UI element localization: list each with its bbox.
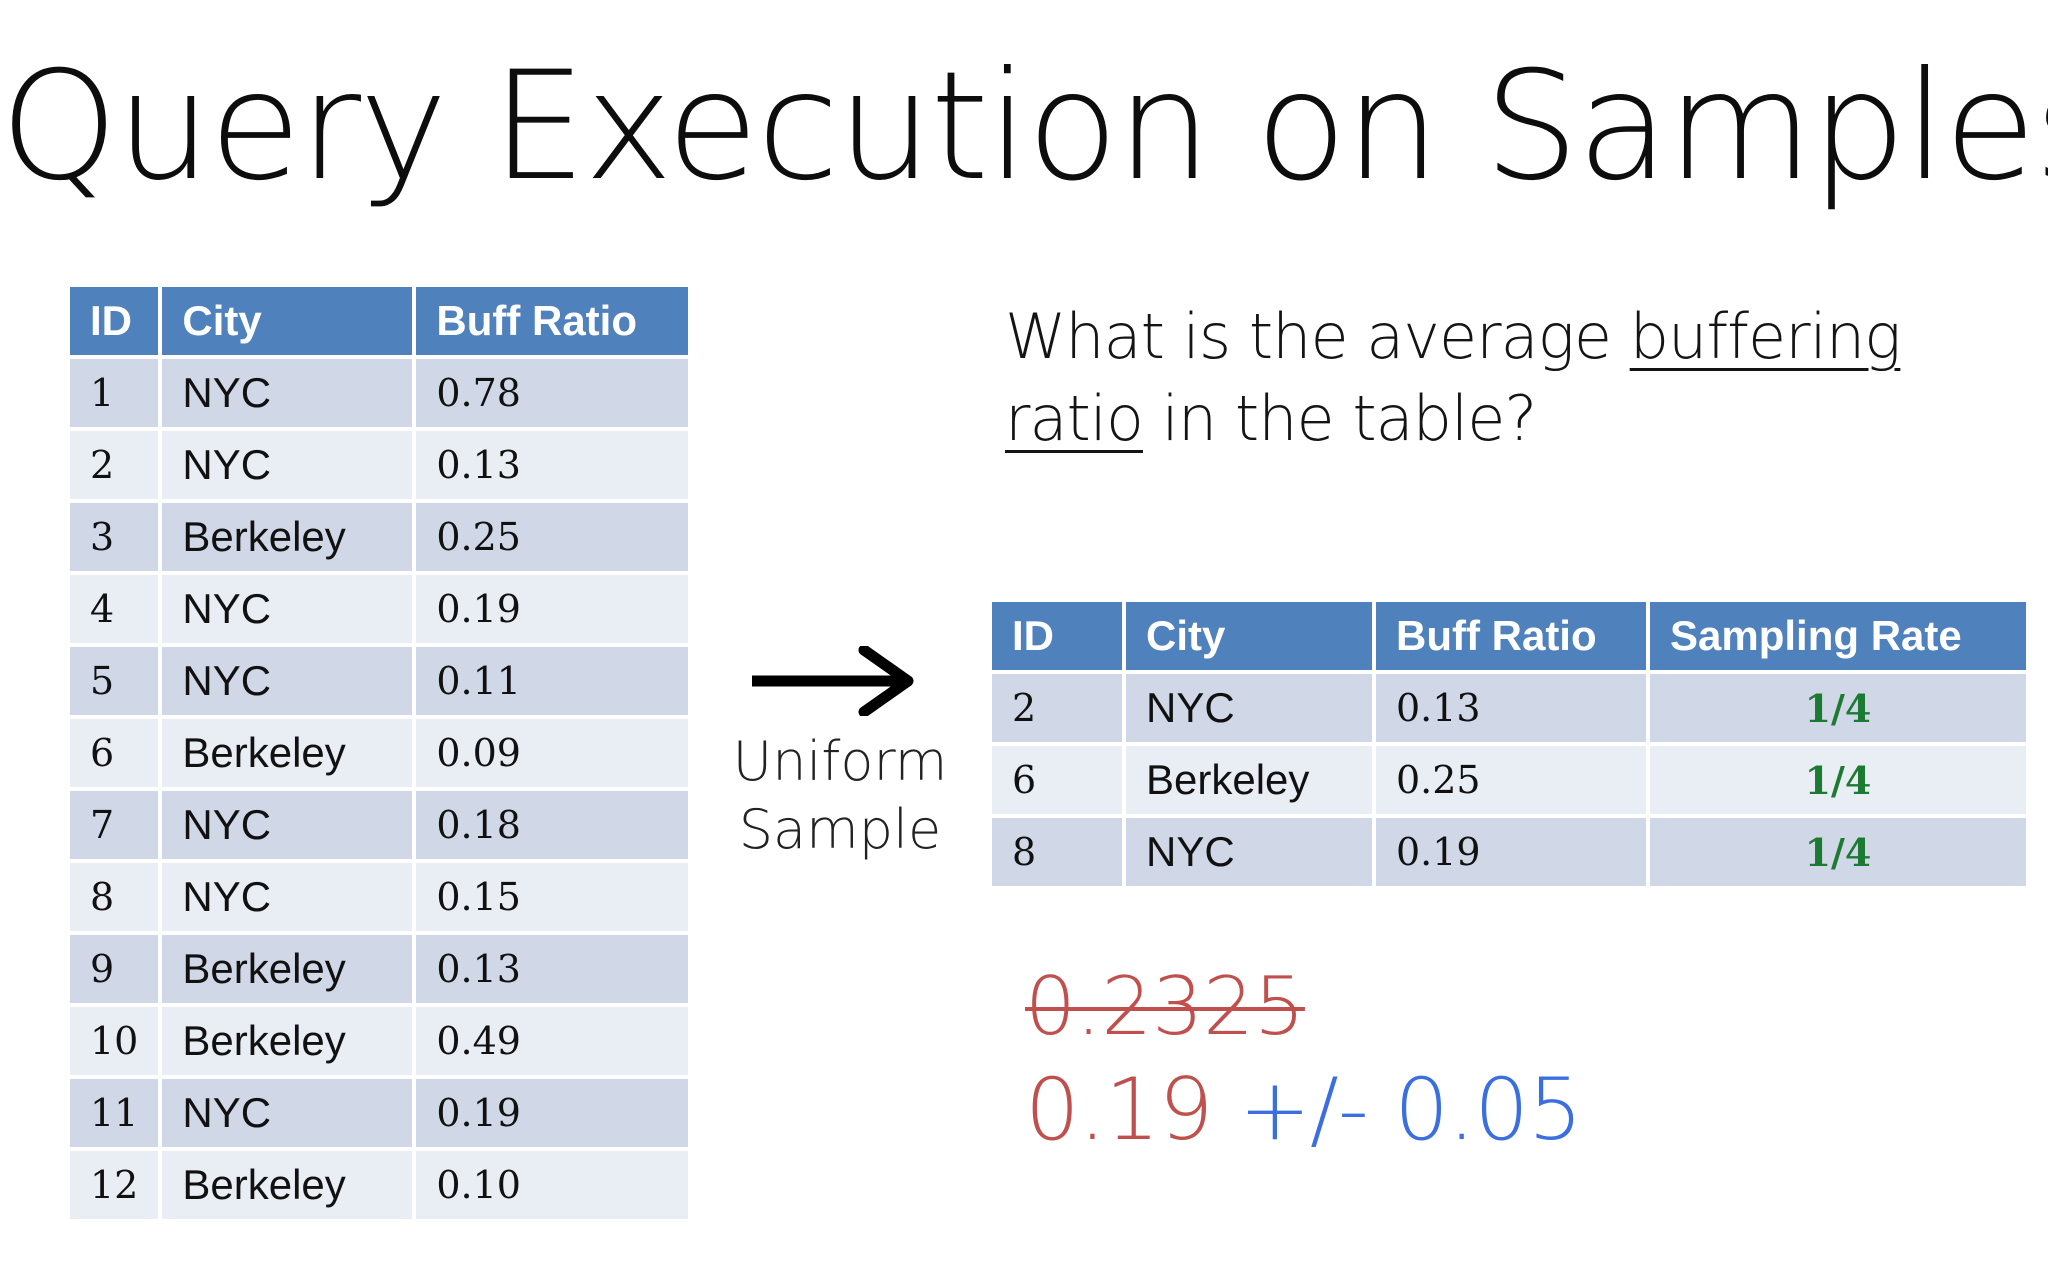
full-table-cell-city: NYC <box>162 791 413 859</box>
full-table-row: 4 NYC 0.19 <box>70 575 689 643</box>
full-table-cell-id: 10 <box>70 1007 159 1075</box>
full-table: ID City Buff Ratio 1 NYC 0.78 2 NYC 0.13 3 Berk… <box>66 283 692 1223</box>
full-table-cell-city: NYC <box>162 863 413 931</box>
sample-table-cell-buff-ratio: 0.25 <box>1376 746 1646 814</box>
full-table-header-city: City <box>162 287 413 355</box>
full-table-cell-buff-ratio: 0.49 <box>416 1007 689 1075</box>
full-table-cell-buff-ratio: 0.10 <box>416 1151 689 1219</box>
full-table-row: 11 NYC 0.19 <box>70 1079 689 1147</box>
sample-table-header-row: ID City Buff Ratio Sampling Rate <box>992 602 2026 670</box>
full-table-row: 12 Berkeley 0.10 <box>70 1151 689 1219</box>
sample-table-cell-sampling-rate: 1/4 <box>1650 818 2026 886</box>
full-table-cell-city: NYC <box>162 359 413 427</box>
full-table-header-buff-ratio: Buff Ratio <box>416 287 689 355</box>
sample-table-cell-id: 2 <box>992 674 1122 742</box>
full-table-cell-buff-ratio: 0.11 <box>416 647 689 715</box>
right-arrow-icon <box>752 646 914 716</box>
struck-exact-answer: 0.2325 <box>1025 960 1305 1053</box>
sample-table-cell-city: NYC <box>1126 674 1372 742</box>
sample-table-header-sampling-rate: Sampling Rate <box>1650 602 2026 670</box>
slide-title: Query Execution on Samples <box>0 40 2048 214</box>
full-table-cell-city: NYC <box>162 647 413 715</box>
full-table-cell-buff-ratio: 0.09 <box>416 719 689 787</box>
arrow-label-line1: Uniform <box>732 730 948 793</box>
question-after: in the table? <box>1142 382 1538 455</box>
full-table-cell-id: 4 <box>70 575 159 643</box>
full-table-row: 10 Berkeley 0.49 <box>70 1007 689 1075</box>
full-table-cell-buff-ratio: 0.78 <box>416 359 689 427</box>
full-table-row: 3 Berkeley 0.25 <box>70 503 689 571</box>
question-before: What is the average <box>1005 300 1630 373</box>
error-bound: +/- 0.05 <box>1212 1060 1583 1160</box>
full-table-cell-city: Berkeley <box>162 719 413 787</box>
full-table-cell-id: 8 <box>70 863 159 931</box>
full-table-row: 6 Berkeley 0.09 <box>70 719 689 787</box>
full-table-cell-city: Berkeley <box>162 1151 413 1219</box>
sample-table-row: 6 Berkeley 0.25 1/4 <box>992 746 2026 814</box>
full-table-row: 7 NYC 0.18 <box>70 791 689 859</box>
sample-table-header-city: City <box>1126 602 1372 670</box>
full-table-cell-buff-ratio: 0.13 <box>416 431 689 499</box>
full-table-cell-id: 11 <box>70 1079 159 1147</box>
full-table-cell-id: 7 <box>70 791 159 859</box>
full-table-row: 5 NYC 0.11 <box>70 647 689 715</box>
arrow-label-line2: Sample <box>738 798 942 861</box>
full-table-cell-id: 2 <box>70 431 159 499</box>
full-table-row: 9 Berkeley 0.13 <box>70 935 689 1003</box>
full-table-cell-city: NYC <box>162 431 413 499</box>
full-table-cell-city: NYC <box>162 1079 413 1147</box>
sample-table-cell-id: 8 <box>992 818 1122 886</box>
full-table-row: 2 NYC 0.13 <box>70 431 689 499</box>
sample-table-cell-sampling-rate: 1/4 <box>1650 674 2026 742</box>
sample-table-cell-sampling-rate: 1/4 <box>1650 746 2026 814</box>
full-table-header-id: ID <box>70 287 159 355</box>
full-table-cell-id: 5 <box>70 647 159 715</box>
full-table-cell-buff-ratio: 0.13 <box>416 935 689 1003</box>
full-table-cell-id: 9 <box>70 935 159 1003</box>
sample-table-header-id: ID <box>992 602 1122 670</box>
sample-table-cell-city: NYC <box>1126 818 1372 886</box>
full-table-cell-buff-ratio: 0.19 <box>416 575 689 643</box>
full-table-cell-id: 3 <box>70 503 159 571</box>
question-text: What is the average buffering ratio in t… <box>1005 296 1985 460</box>
full-table-cell-city: Berkeley <box>162 1007 413 1075</box>
full-table-cell-buff-ratio: 0.15 <box>416 863 689 931</box>
arrow-label: Uniform Sample <box>720 728 960 864</box>
full-table-cell-id: 6 <box>70 719 159 787</box>
full-table-cell-buff-ratio: 0.19 <box>416 1079 689 1147</box>
sample-table: ID City Buff Ratio Sampling Rate 2 NYC 0.1… <box>988 598 2030 890</box>
full-table-cell-buff-ratio: 0.25 <box>416 503 689 571</box>
full-table-cell-city: Berkeley <box>162 503 413 571</box>
full-table-cell-id: 1 <box>70 359 159 427</box>
full-table-cell-id: 12 <box>70 1151 159 1219</box>
sample-table-row: 8 NYC 0.19 1/4 <box>992 818 2026 886</box>
full-table-row: 8 NYC 0.15 <box>70 863 689 931</box>
sample-table-cell-id: 6 <box>992 746 1122 814</box>
full-table-row: 1 NYC 0.78 <box>70 359 689 427</box>
full-table-cell-city: Berkeley <box>162 935 413 1003</box>
sample-table-header-buff-ratio: Buff Ratio <box>1376 602 1646 670</box>
sample-table-row: 2 NYC 0.13 1/4 <box>992 674 2026 742</box>
full-table-header-row: ID City Buff Ratio <box>70 287 689 355</box>
estimate-value: 0.19 <box>1025 1060 1213 1160</box>
sample-table-cell-city: Berkeley <box>1126 746 1372 814</box>
full-table-cell-city: NYC <box>162 575 413 643</box>
full-table-cell-buff-ratio: 0.18 <box>416 791 689 859</box>
sample-table-cell-buff-ratio: 0.13 <box>1376 674 1646 742</box>
question-underlined: buffering ratio <box>1005 300 1901 455</box>
sample-estimate: 0.19 +/- 0.05 <box>1025 1060 1583 1160</box>
sample-table-cell-buff-ratio: 0.19 <box>1376 818 1646 886</box>
